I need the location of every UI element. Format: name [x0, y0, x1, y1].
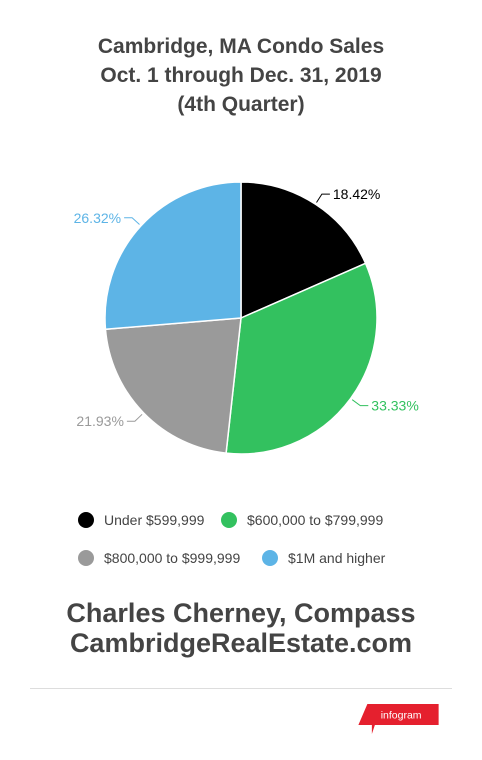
credits-website: CambridgeRealEstate.com: [69, 628, 413, 658]
data-label-800000-to-999999: 21.93%: [76, 413, 123, 429]
data-label-1m-and-higher: 26.32%: [74, 210, 121, 226]
legend-swatch: [262, 550, 278, 566]
legend-label: $1M and higher: [288, 550, 386, 566]
infogram-logo-text: infogram: [381, 709, 422, 721]
legend-label: $800,000 to $999,999: [104, 550, 241, 566]
label-leader-800000-to-999999: [126, 413, 143, 422]
infogram-logo[interactable]: infogram: [345, 704, 452, 734]
divider: [30, 688, 452, 689]
label-leader-1m-and-higher: [124, 217, 140, 225]
pie-slice-1m-and-higher[interactable]: [104, 181, 242, 331]
legend-item-under-599999[interactable]: Under $599,999: [78, 512, 204, 528]
infogram-logo-shape: [358, 704, 439, 734]
data-label-under-599999: 18.42%: [333, 186, 380, 202]
legend-item-800000-to-999999[interactable]: $800,000 to $999,999: [78, 550, 240, 566]
chart-title-line-2: Oct. 1 through Dec. 31, 2019: [100, 64, 382, 87]
pie-chart: 18.42% 33.33% 21.93% 26.32%: [74, 181, 419, 455]
legend-swatch: [78, 550, 94, 566]
legend-swatch: [78, 512, 94, 528]
label-leader-600000-to-799999: [351, 399, 369, 407]
legend-label: $600,000 to $799,999: [247, 512, 384, 528]
label-leader-under-599999: [316, 193, 330, 203]
chart-title: Cambridge, MA Condo Sales Oct. 1 through…: [0, 32, 482, 119]
legend-swatch: [221, 512, 237, 528]
credits: Charles Cherney, Compass CambridgeRealEs…: [0, 598, 482, 658]
legend-item-600000-to-799999[interactable]: $600,000 to $799,999: [221, 512, 383, 528]
chart-title-line-3: (4th Quarter): [177, 93, 305, 116]
pie-slice-800000-to-999999[interactable]: [104, 317, 242, 455]
legend-label: Under $599,999: [104, 512, 205, 528]
chart-title-line-1: Cambridge, MA Condo Sales: [97, 35, 385, 58]
credits-author: Charles Cherney, Compass: [66, 598, 416, 628]
data-label-600000-to-799999: 33.33%: [371, 398, 418, 414]
pie-slice-under-599999[interactable]: [240, 181, 367, 320]
legend-item-1m-and-higher[interactable]: $1M and higher: [262, 550, 385, 566]
pie-slice-600000-to-799999[interactable]: [225, 262, 378, 455]
